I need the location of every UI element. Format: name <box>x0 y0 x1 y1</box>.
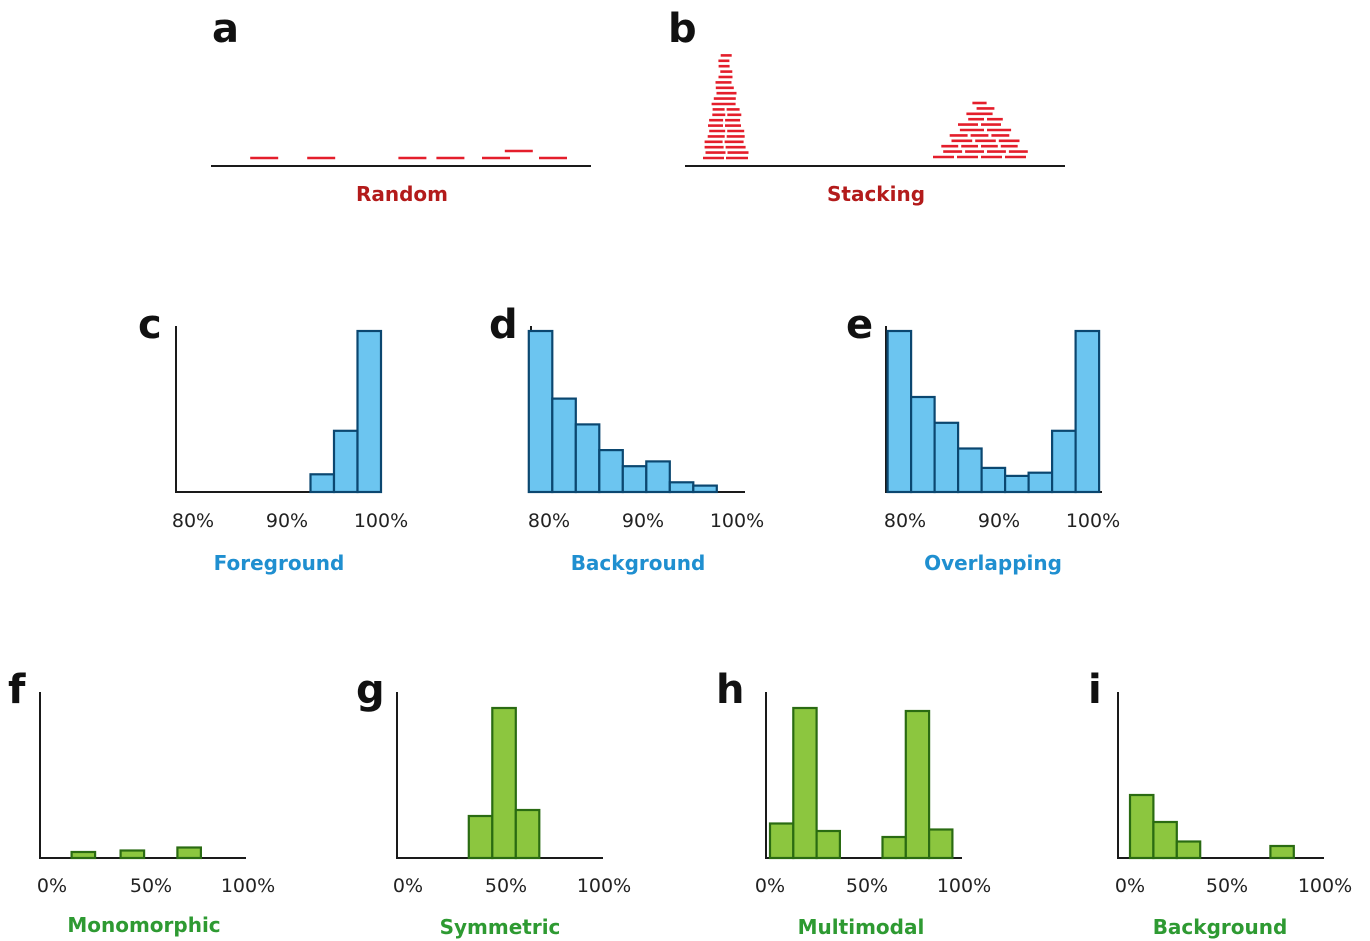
tick-d-3: 100% <box>710 510 764 532</box>
tick-h-2: 50% <box>846 875 888 897</box>
histogram-bar <box>551 397 577 494</box>
histogram-bar <box>514 808 541 860</box>
panel-letter-a: a <box>212 6 239 52</box>
histogram-bar <box>491 706 517 860</box>
histogram-bar <box>980 466 1007 494</box>
histogram-bar <box>356 329 383 494</box>
histogram-bar <box>527 329 554 494</box>
panel-letter-e: e <box>846 302 873 348</box>
panel-letter-c: c <box>138 302 162 348</box>
reads-a <box>250 149 567 160</box>
histogram-bar <box>467 814 494 860</box>
histogram-bar <box>176 846 202 860</box>
histogram-bar <box>668 481 695 494</box>
histogram-bar <box>119 849 146 860</box>
caption-random: Random <box>356 182 448 206</box>
histogram-bar <box>904 709 931 860</box>
histogram-g <box>467 706 541 860</box>
tick-f-1: 0% <box>37 875 67 897</box>
caption-foreground: Foreground <box>214 551 345 575</box>
histogram-bar <box>1003 474 1030 494</box>
tick-f-3: 100% <box>221 875 275 897</box>
caption-monomorphic: Monomorphic <box>67 913 220 937</box>
histogram-bar <box>621 465 648 494</box>
histogram-bar <box>886 329 913 494</box>
tick-e-3: 100% <box>1066 510 1120 532</box>
histogram-bar <box>1027 471 1054 494</box>
histogram-bar <box>768 822 795 860</box>
panel-e: e 80% 90% 100% Overlapping <box>846 302 1120 575</box>
panel-d: d 80% 90% 100% Background <box>489 302 764 575</box>
tick-g-2: 50% <box>485 875 527 897</box>
histogram-bar <box>1175 840 1202 860</box>
tick-e-1: 80% <box>884 510 926 532</box>
histogram-bar <box>70 850 97 860</box>
panel-letter-i: i <box>1088 667 1102 713</box>
tick-c-1: 80% <box>172 510 214 532</box>
tick-i-3: 100% <box>1298 875 1352 897</box>
histogram-f <box>70 846 202 860</box>
histogram-bar <box>1050 429 1077 494</box>
panel-a: a Random <box>211 6 591 206</box>
histogram-bar <box>332 429 359 494</box>
panel-c: c 80% 90% 100% Foreground <box>138 302 408 575</box>
axes-i <box>1117 692 1324 859</box>
histogram-bar <box>956 447 983 494</box>
tick-h-1: 0% <box>755 875 785 897</box>
caption-multimodal: Multimodal <box>798 915 925 939</box>
histogram-bar <box>909 395 936 494</box>
panel-letter-h: h <box>716 667 744 713</box>
tick-f-2: 50% <box>130 875 172 897</box>
histogram-bar <box>1074 329 1101 494</box>
axes-f <box>39 692 246 859</box>
caption-symmetric: Symmetric <box>440 915 561 939</box>
panel-letter-g: g <box>356 667 385 713</box>
caption-overlapping: Overlapping <box>924 551 1062 575</box>
tick-c-2: 90% <box>266 510 308 532</box>
panel-letter-d: d <box>489 302 518 348</box>
tick-h-3: 100% <box>937 875 991 897</box>
histogram-bar <box>645 460 671 494</box>
histogram-bar <box>881 835 907 860</box>
histogram-e <box>886 329 1101 494</box>
histogram-bar <box>309 473 336 494</box>
caption-background-blue: Background <box>571 551 706 575</box>
histogram-h <box>768 706 954 860</box>
histogram-c <box>309 329 383 494</box>
panel-i: i 0% 50% 100% Background <box>1088 667 1352 939</box>
panel-g: g 0% 50% 100% Symmetric <box>356 667 631 939</box>
histogram-bar <box>1152 820 1178 860</box>
panel-b: b Stacking <box>668 6 1065 206</box>
caption-background-green: Background <box>1153 915 1288 939</box>
tick-d-1: 80% <box>528 510 570 532</box>
panel-letter-f: f <box>8 667 26 713</box>
tick-g-1: 0% <box>393 875 423 897</box>
histogram-bar <box>692 484 718 494</box>
histogram-bar <box>927 828 954 860</box>
tick-g-3: 100% <box>577 875 631 897</box>
histogram-bar <box>1128 793 1155 860</box>
histogram-bar <box>815 829 841 860</box>
histogram-bar <box>792 706 818 860</box>
tick-e-2: 90% <box>978 510 1020 532</box>
histogram-bar <box>598 449 624 494</box>
histogram-bar <box>574 423 601 494</box>
tick-i-1: 0% <box>1115 875 1145 897</box>
tick-d-2: 90% <box>622 510 664 532</box>
histogram-i <box>1128 793 1295 860</box>
histogram-bar <box>1269 844 1295 860</box>
panel-letter-b: b <box>668 6 697 52</box>
panel-h: h 0% 50% 100% Multimodal <box>716 667 991 939</box>
histogram-d <box>527 329 718 494</box>
panel-f: f 0% 50% 100% Monomorphic <box>8 667 275 937</box>
tick-c-3: 100% <box>354 510 408 532</box>
reads-b <box>703 54 1028 160</box>
histogram-bar <box>933 421 960 494</box>
tick-i-2: 50% <box>1206 875 1248 897</box>
caption-stacking: Stacking <box>827 182 925 206</box>
